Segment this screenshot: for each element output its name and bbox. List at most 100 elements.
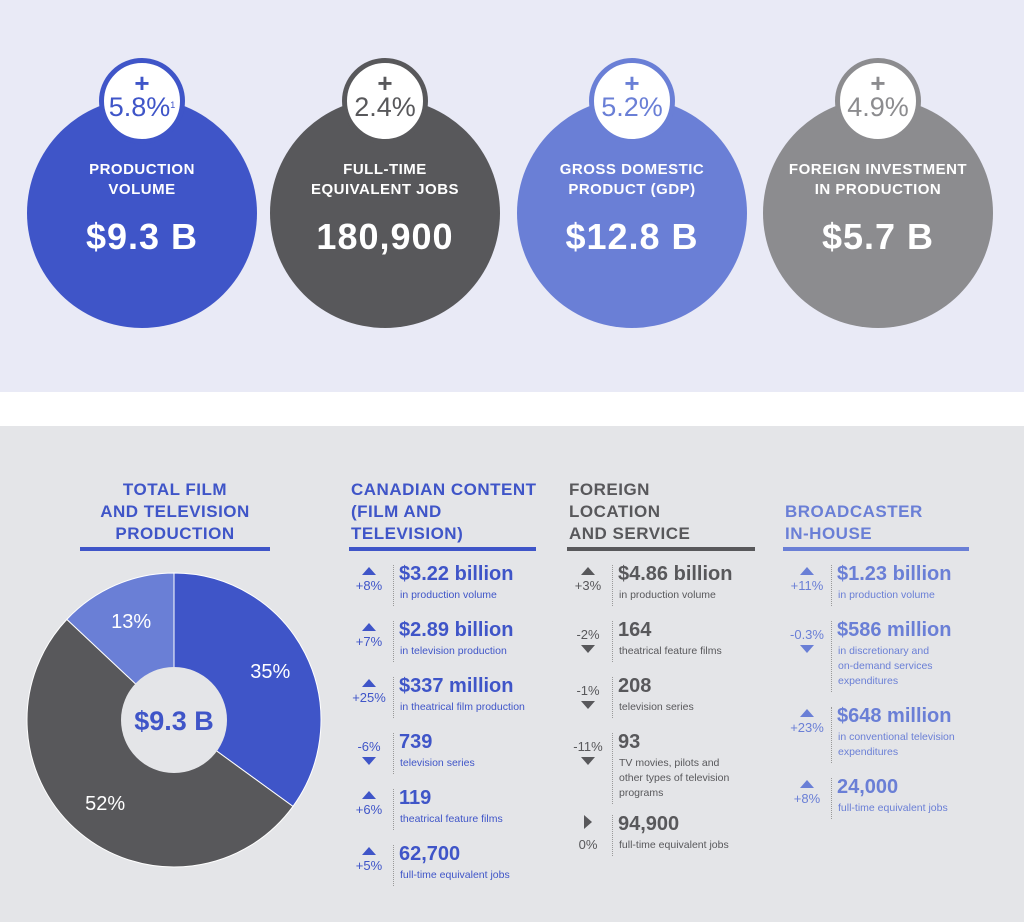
change-indicator: +6% bbox=[344, 791, 394, 817]
stat-description: TV movies, pilots and other types of tel… bbox=[619, 757, 730, 799]
canadian-title: CANADIAN CONTENT (FILM AND TELEVISION) bbox=[351, 480, 537, 543]
pie-slice bbox=[173, 572, 322, 808]
stat-amount: $2.89 billion bbox=[399, 619, 514, 641]
total-title: TOTAL FILM AND TELEVISION PRODUCTION bbox=[100, 480, 250, 543]
change-value: +5% bbox=[355, 858, 383, 873]
stat-description: in conventional television expenditures bbox=[838, 731, 955, 758]
pie-slice-label: 52% bbox=[85, 793, 125, 815]
row-divider bbox=[393, 565, 394, 606]
plus-icon: + bbox=[870, 68, 886, 98]
row-divider bbox=[831, 565, 832, 606]
kpi-value: $9.3 B bbox=[85, 216, 199, 257]
arrow-up-icon bbox=[800, 567, 814, 575]
kpi-row: PRODUCTION VOLUME $9.3 B +5.8%1 FULL-TIME E… bbox=[0, 0, 1024, 392]
change-value: -6% bbox=[357, 739, 381, 754]
stat-amount: $648 million bbox=[837, 705, 952, 727]
change-indicator: +23% bbox=[782, 709, 832, 735]
change-value: 0% bbox=[578, 837, 598, 852]
change-value: +11% bbox=[790, 578, 824, 593]
kpi-value: 180,900 bbox=[316, 216, 454, 257]
change-value: +8% bbox=[793, 791, 821, 806]
arrow-down-icon bbox=[800, 645, 814, 653]
row-divider bbox=[612, 565, 613, 606]
stat-description: in television production bbox=[400, 645, 507, 657]
row-divider bbox=[612, 815, 613, 856]
change-indicator: +11% bbox=[782, 567, 832, 593]
arrow-down-icon bbox=[581, 701, 595, 709]
row-divider bbox=[831, 621, 832, 692]
kpi-change-badge: +5.8%1 bbox=[99, 58, 185, 144]
pie-slice-label: 35% bbox=[250, 661, 290, 683]
stat-description: in production volume bbox=[619, 589, 716, 601]
broadcaster-rule bbox=[783, 547, 969, 551]
stat-description: theatrical feature films bbox=[619, 645, 722, 657]
change-value: +7% bbox=[355, 634, 383, 649]
row-divider bbox=[831, 778, 832, 819]
stat-amount: $3.22 billion bbox=[399, 563, 514, 585]
stat-amount: 93 bbox=[618, 731, 641, 753]
change-indicator: +3% bbox=[563, 567, 613, 593]
stat-amount: $337 million bbox=[399, 675, 514, 697]
total-rule bbox=[80, 547, 270, 551]
change-value: +8% bbox=[355, 578, 383, 593]
change-indicator: -1% bbox=[563, 683, 613, 709]
donut-hole bbox=[121, 667, 227, 773]
arrow-down-icon bbox=[362, 757, 376, 765]
change-indicator: -0.3% bbox=[782, 627, 832, 653]
kpi-value: $12.8 B bbox=[565, 216, 699, 257]
change-indicator: 0% bbox=[563, 815, 613, 852]
row-divider bbox=[393, 789, 394, 830]
row-divider bbox=[831, 707, 832, 763]
stat-description: television series bbox=[619, 701, 694, 713]
row-divider bbox=[612, 677, 613, 718]
kpi-change-badge: +4.9% bbox=[835, 58, 921, 144]
plus-icon: + bbox=[624, 68, 640, 98]
change-indicator: +25% bbox=[344, 679, 394, 705]
change-indicator: -6% bbox=[344, 739, 394, 765]
row-divider bbox=[393, 845, 394, 886]
canadian-rule bbox=[349, 547, 536, 551]
arrow-down-icon bbox=[581, 645, 595, 653]
kpi-label: PRODUCTION VOLUME bbox=[89, 161, 195, 198]
change-indicator: +8% bbox=[782, 780, 832, 806]
pie-center-label: $9.3 B bbox=[134, 706, 214, 736]
kpi-change-badge: +5.2% bbox=[589, 58, 675, 144]
change-indicator: +8% bbox=[344, 567, 394, 593]
change-indicator: +7% bbox=[344, 623, 394, 649]
change-value: -11% bbox=[573, 739, 603, 754]
stat-amount: 62,700 bbox=[399, 843, 461, 865]
change-indicator: -11% bbox=[563, 739, 613, 765]
kpi-label: GROSS DOMESTIC PRODUCT (GDP) bbox=[559, 161, 705, 198]
arrow-up-icon bbox=[362, 679, 376, 687]
arrow-right-icon bbox=[584, 815, 592, 829]
stat-amount: $586 million bbox=[837, 619, 952, 641]
row-divider bbox=[612, 621, 613, 662]
stat-description: in production volume bbox=[838, 589, 935, 601]
stat-description: in theatrical film production bbox=[400, 701, 525, 713]
arrow-up-icon bbox=[800, 780, 814, 788]
stat-description: full-time equivalent jobs bbox=[400, 869, 510, 881]
arrow-up-icon bbox=[581, 567, 595, 575]
arrow-down-icon bbox=[581, 757, 595, 765]
stat-amount: $1.23 billion bbox=[837, 563, 952, 585]
kpi-label: FOREIGN INVESTMENT IN PRODUCTION bbox=[788, 161, 968, 198]
stat-amount: 94,900 bbox=[618, 813, 680, 835]
arrow-up-icon bbox=[362, 847, 376, 855]
change-value: +23% bbox=[790, 720, 824, 735]
stat-amount: 208 bbox=[618, 675, 652, 697]
plus-icon: + bbox=[377, 68, 393, 98]
foreign-title: FOREIGN LOCATION AND SERVICE bbox=[569, 480, 691, 543]
kpi-change: 5.8%1 bbox=[108, 92, 176, 122]
foreign-rule bbox=[567, 547, 755, 551]
stat-description: in discretionary and on-demand services … bbox=[838, 645, 933, 687]
change-indicator: -2% bbox=[563, 627, 613, 653]
row-divider bbox=[393, 621, 394, 662]
row-divider bbox=[393, 733, 394, 774]
stat-description: in production volume bbox=[400, 589, 497, 601]
kpi-label: FULL-TIME EQUIVALENT JOBS bbox=[310, 161, 460, 198]
stat-amount: 739 bbox=[399, 731, 433, 753]
change-value: -0.3% bbox=[790, 627, 824, 642]
pie-slice-label: 13% bbox=[111, 611, 151, 633]
change-value: -1% bbox=[576, 683, 600, 698]
change-value: +6% bbox=[355, 802, 383, 817]
